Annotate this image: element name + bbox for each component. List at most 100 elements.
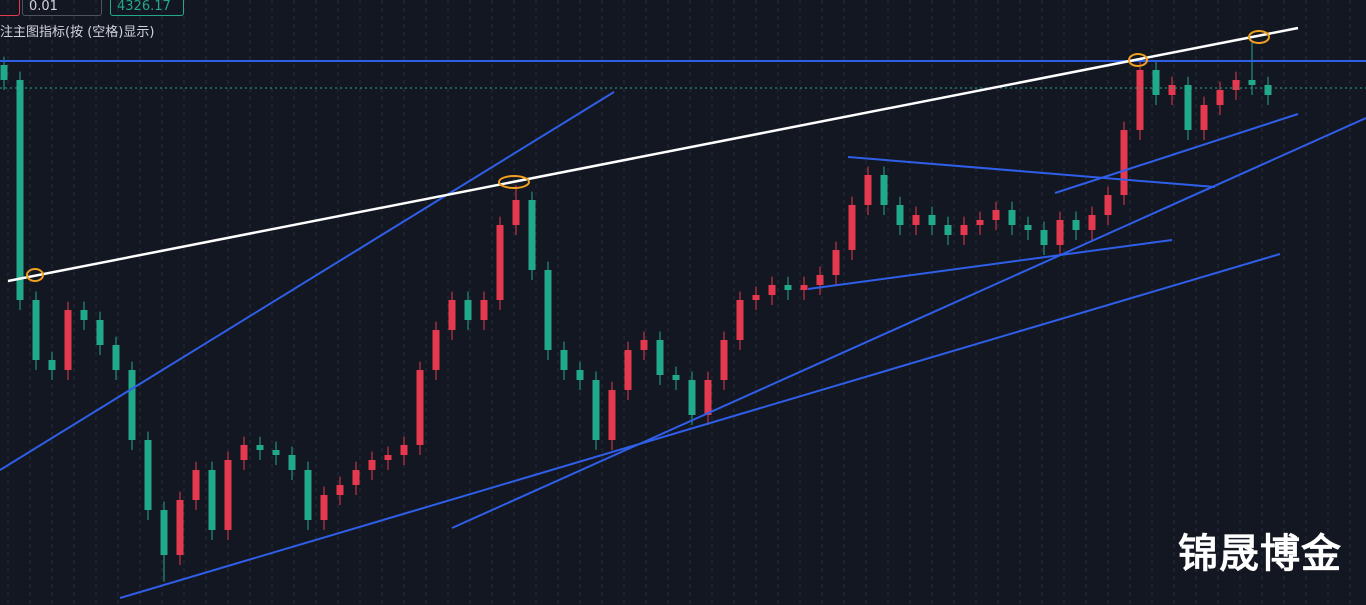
sell-box[interactable]: [0, 0, 20, 16]
candle-body: [1008, 210, 1016, 225]
candle-body: [1152, 70, 1160, 95]
candle-body: [320, 495, 328, 520]
price-box[interactable]: 4326.17: [110, 0, 184, 16]
candle-body: [960, 225, 968, 235]
candle-body: [272, 450, 280, 455]
touch-marker: [498, 175, 530, 189]
top-line: [7, 26, 1299, 283]
candle-body: [1088, 215, 1096, 230]
candle-body: [512, 200, 520, 225]
candle-body: [1056, 220, 1064, 245]
candle-body: [160, 510, 168, 555]
candle-body: [480, 300, 488, 320]
watermark: 锦晟博金: [1178, 531, 1342, 577]
candle-body: [1040, 230, 1048, 245]
candle-body: [432, 330, 440, 370]
candle-body: [384, 455, 392, 460]
candle-body: [768, 285, 776, 295]
candle-body: [288, 455, 296, 470]
vertical-grid: [7, 0, 1351, 605]
candle-body: [496, 225, 504, 300]
candle-body: [528, 200, 536, 270]
candle-body: [1168, 85, 1176, 95]
candle-body: [912, 215, 920, 225]
candle-body: [256, 445, 264, 450]
candle-body: [32, 300, 40, 360]
candle-body: [464, 300, 472, 320]
candle-body: [1264, 85, 1272, 95]
candle-body: [1024, 225, 1032, 230]
candle-body: [848, 205, 856, 250]
candle-body: [672, 375, 680, 380]
candle-body: [720, 340, 728, 380]
candle-body: [1216, 90, 1224, 105]
candle-body: [1232, 80, 1240, 90]
candle-body: [1072, 220, 1080, 230]
candle-body: [1104, 195, 1112, 215]
candle-body: [592, 380, 600, 440]
candle-body: [208, 470, 216, 530]
candle-body: [640, 340, 648, 350]
candle-body: [864, 175, 872, 205]
candle-body: [656, 340, 664, 375]
candle-body: [752, 295, 760, 300]
candle-body: [16, 80, 24, 300]
touch-marker: [26, 268, 44, 282]
candle-body: [624, 350, 632, 390]
candle-body: [1200, 105, 1208, 130]
candle-body: [64, 310, 72, 370]
trend-line: [1054, 113, 1299, 194]
candle-body: [800, 285, 808, 290]
candle-body: [736, 300, 744, 340]
touch-marker: [1248, 30, 1270, 44]
candle-body: [896, 205, 904, 225]
candle-body: [832, 250, 840, 275]
candle-body: [0, 65, 8, 80]
candle-body: [1120, 130, 1128, 195]
drawings: [0, 26, 1366, 599]
candle-body: [144, 440, 152, 510]
candle-body: [240, 445, 248, 460]
candle-body: [96, 320, 104, 345]
trend-line: [0, 91, 615, 471]
candle-body: [448, 300, 456, 330]
candle-body: [880, 175, 888, 205]
candle-body: [48, 360, 56, 370]
trend-line: [847, 156, 1216, 188]
candle-body: [688, 380, 696, 415]
candle-body: [112, 345, 120, 370]
candle-body: [192, 470, 200, 500]
trend-line: [119, 253, 1281, 599]
candle-body: [704, 380, 712, 415]
candle-body: [1184, 85, 1192, 130]
candle-body: [976, 220, 984, 225]
candle-body: [608, 390, 616, 440]
candle-body: [1136, 70, 1144, 130]
candle-body: [1248, 80, 1256, 85]
candle-body: [416, 370, 424, 445]
candle-body: [992, 210, 1000, 220]
candle-body: [784, 285, 792, 290]
candle-body: [400, 445, 408, 455]
touch-marker: [1128, 53, 1148, 67]
indicator-hint: 注主图指标(按 (空格)显示): [0, 25, 155, 40]
step-box[interactable]: 0.01: [22, 0, 102, 16]
candle-body: [80, 310, 88, 320]
trend-line: [451, 117, 1366, 529]
candle-body: [368, 460, 376, 470]
candle-body: [544, 270, 552, 350]
candle-body: [816, 275, 824, 285]
candle-body: [576, 370, 584, 380]
candle-body: [176, 500, 184, 555]
candles: [0, 41, 1366, 582]
candle-body: [336, 485, 344, 495]
candle-body: [224, 460, 232, 530]
candle-body: [352, 470, 360, 485]
candle-body: [304, 470, 312, 520]
trend-line: [807, 239, 1173, 290]
candle-body: [560, 350, 568, 370]
candle-body: [128, 370, 136, 440]
candle-body: [928, 215, 936, 225]
